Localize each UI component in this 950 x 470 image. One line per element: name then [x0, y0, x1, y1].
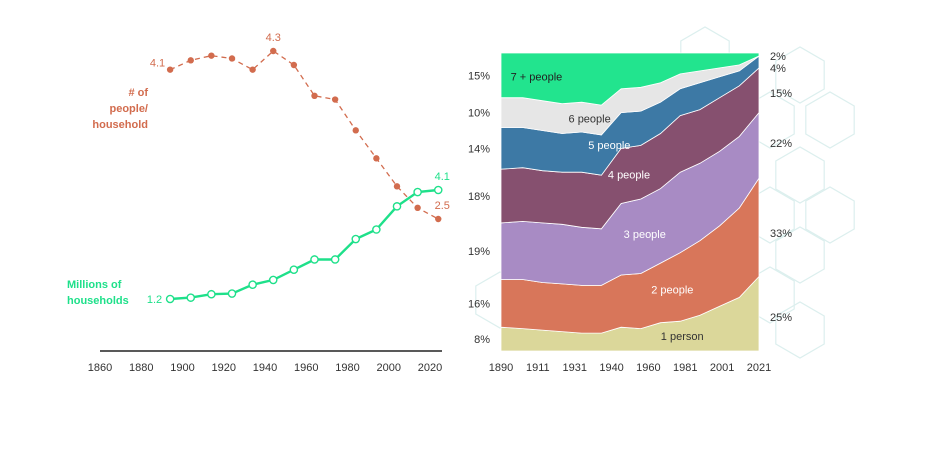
people-data-point [290, 61, 298, 69]
people-start-value: 4.1 [150, 58, 165, 70]
x-tick-label: 1911 [526, 362, 550, 374]
area-7-people [500, 52, 760, 106]
households-data-point [372, 225, 381, 234]
start-percent-label: 8% [474, 334, 490, 346]
area-series-label: 7 + people [511, 71, 563, 83]
millions-of-households-label: Millions of households [67, 279, 129, 307]
hexagon-shape [805, 186, 855, 244]
area-series-group [500, 52, 760, 352]
x-tick-label: 2000 [377, 362, 401, 374]
start-percent-labels: 8% 16% 19% 18% 14% 10% 15% [468, 70, 490, 346]
people-data-point [228, 55, 236, 62]
line-series-group [165, 47, 443, 304]
hexagon-shape [775, 146, 825, 204]
households-data-point [413, 187, 422, 197]
households-data-point [310, 255, 319, 264]
x-tick-label: 2020 [418, 362, 442, 374]
households-data-point [330, 255, 340, 264]
area-series-label: 3 people [624, 229, 666, 241]
households-data-point [392, 202, 402, 211]
start-percent-label: 18% [468, 191, 490, 203]
start-percent-label: 10% [468, 108, 490, 120]
x-axis-ticks: 1860 1880 1900 1920 1940 1960 1980 2000 2020 [88, 362, 442, 374]
people-peak-value: 4.3 [266, 32, 281, 44]
people-data-point [352, 127, 359, 134]
hexagon-shape [775, 226, 825, 284]
households-end-value: 4.1 [435, 171, 450, 183]
line-chart-households: 1860 1880 1900 1920 1940 1960 1980 2000 2020 # o… [67, 32, 450, 374]
people-data-point [249, 66, 256, 73]
households-start-value: 1.2 [147, 294, 162, 306]
area-series-label: 4 people [608, 169, 650, 181]
area-series-label: 2 people [651, 284, 693, 296]
start-percent-label: 16% [468, 298, 490, 310]
end-percent-label: 15% [770, 88, 792, 100]
people-data-point [166, 66, 174, 73]
x-tick-label: 1860 [88, 362, 112, 374]
x-tick-label: 1900 [170, 362, 194, 374]
x-tick-label: 1960 [294, 362, 318, 374]
people-data-point [414, 204, 421, 211]
people-end-value: 2.5 [435, 200, 450, 212]
x-tick-label: 1890 [489, 362, 513, 374]
stacked-area-household-size: 1 person 2 people 3 people 4 people 5 people… [468, 51, 792, 374]
start-percent-label: 14% [468, 143, 490, 155]
households-data-point [351, 234, 361, 244]
households-data-point [207, 289, 216, 299]
x-tick-label: 1960 [636, 362, 660, 374]
households-data-point [186, 293, 196, 302]
end-percent-labels: 25% 33% 22% 15% 4%2% [770, 51, 792, 324]
x-tick-label: 2001 [710, 362, 734, 374]
series-labels: # of people/household Millions of househol… [67, 32, 450, 307]
people-data-point [187, 57, 194, 64]
x-tick-label: 2021 [747, 362, 771, 374]
hexagon-shape [805, 91, 855, 149]
people-data-point [435, 215, 442, 223]
people-data-point [373, 155, 380, 162]
x-tick-label: 1880 [129, 362, 153, 374]
x-axis-ticks-right: 1890 1911 1931 1940 1960 1981 2001 2021 [489, 362, 771, 374]
area-series-labels: 1 person 2 people 3 people 4 people 5 people… [511, 71, 704, 342]
people-data-point [270, 47, 277, 55]
end-percent-label: 2% [770, 51, 786, 63]
start-percent-label: 15% [468, 70, 490, 82]
end-percent-label: 4% [770, 63, 786, 75]
people-series-line [169, 50, 439, 220]
x-tick-label: 1981 [673, 362, 697, 374]
x-tick-label: 1931 [562, 362, 586, 374]
end-percent-label: 22% [770, 138, 792, 150]
households-data-point [248, 280, 257, 289]
end-percent-label: 25% [770, 312, 792, 324]
end-percent-label: 33% [770, 228, 792, 240]
households-data-point [227, 289, 237, 298]
x-tick-label: 1920 [212, 362, 236, 374]
people-data-point [311, 92, 318, 100]
area-series-label: 5 people [588, 140, 630, 152]
households-data-point [289, 265, 299, 275]
x-tick-label: 1980 [335, 362, 359, 374]
households-data-point [165, 294, 175, 304]
hexagon-shape [775, 46, 825, 104]
area-series-label: 6 people [569, 113, 611, 125]
x-tick-label: 1940 [599, 362, 623, 374]
people-data-point [208, 52, 215, 59]
households-data-point [268, 275, 278, 285]
x-tick-label: 1940 [253, 362, 277, 374]
people-data-point [331, 96, 339, 103]
start-percent-label: 19% [468, 246, 490, 258]
hexagon-shape [775, 301, 825, 359]
area-series-label: 1 person [661, 331, 704, 343]
people-per-household-label: # of people/household [92, 87, 148, 131]
people-data-point [393, 183, 401, 190]
households-data-point [433, 185, 443, 195]
